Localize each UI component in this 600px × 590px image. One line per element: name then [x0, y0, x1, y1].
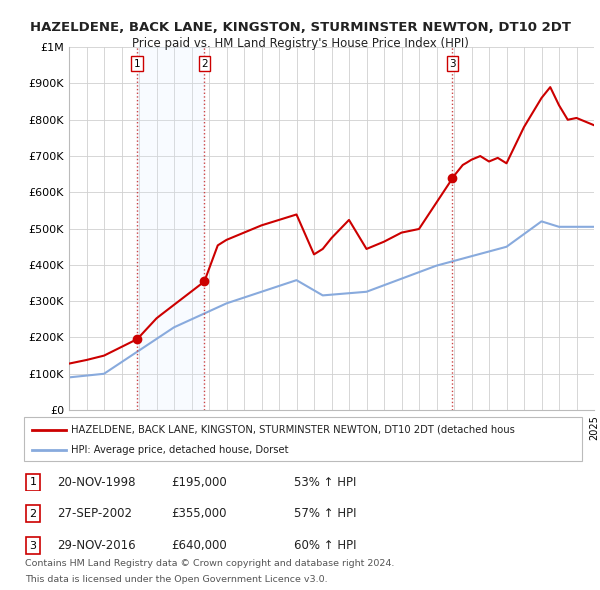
Text: 2: 2: [29, 509, 37, 519]
Text: 57% ↑ HPI: 57% ↑ HPI: [294, 507, 356, 520]
Text: 60% ↑ HPI: 60% ↑ HPI: [294, 539, 356, 552]
Bar: [137, 47, 205, 410]
Text: 3: 3: [29, 541, 37, 550]
Text: 2: 2: [201, 58, 208, 68]
FancyBboxPatch shape: [26, 474, 40, 490]
Text: HAZELDENE, BACK LANE, KINGSTON, STURMINSTER NEWTON, DT10 2DT: HAZELDENE, BACK LANE, KINGSTON, STURMINS…: [29, 21, 571, 34]
Text: 53% ↑ HPI: 53% ↑ HPI: [294, 476, 356, 489]
Text: £640,000: £640,000: [171, 539, 227, 552]
Text: 1: 1: [29, 477, 37, 487]
Text: Contains HM Land Registry data © Crown copyright and database right 2024.: Contains HM Land Registry data © Crown c…: [25, 559, 395, 568]
FancyBboxPatch shape: [26, 506, 40, 522]
Text: This data is licensed under the Open Government Licence v3.0.: This data is licensed under the Open Gov…: [25, 575, 328, 584]
FancyBboxPatch shape: [24, 417, 582, 461]
Text: 20-NOV-1998: 20-NOV-1998: [57, 476, 136, 489]
Text: £195,000: £195,000: [171, 476, 227, 489]
Text: Price paid vs. HM Land Registry's House Price Index (HPI): Price paid vs. HM Land Registry's House …: [131, 37, 469, 50]
Text: HPI: Average price, detached house, Dorset: HPI: Average price, detached house, Dors…: [71, 445, 289, 455]
Text: HAZELDENE, BACK LANE, KINGSTON, STURMINSTER NEWTON, DT10 2DT (detached hous: HAZELDENE, BACK LANE, KINGSTON, STURMINS…: [71, 425, 515, 434]
Text: 27-SEP-2002: 27-SEP-2002: [57, 507, 132, 520]
Text: 3: 3: [449, 58, 456, 68]
FancyBboxPatch shape: [26, 537, 40, 554]
Text: £355,000: £355,000: [171, 507, 227, 520]
Text: 1: 1: [134, 58, 140, 68]
Text: 29-NOV-2016: 29-NOV-2016: [57, 539, 136, 552]
